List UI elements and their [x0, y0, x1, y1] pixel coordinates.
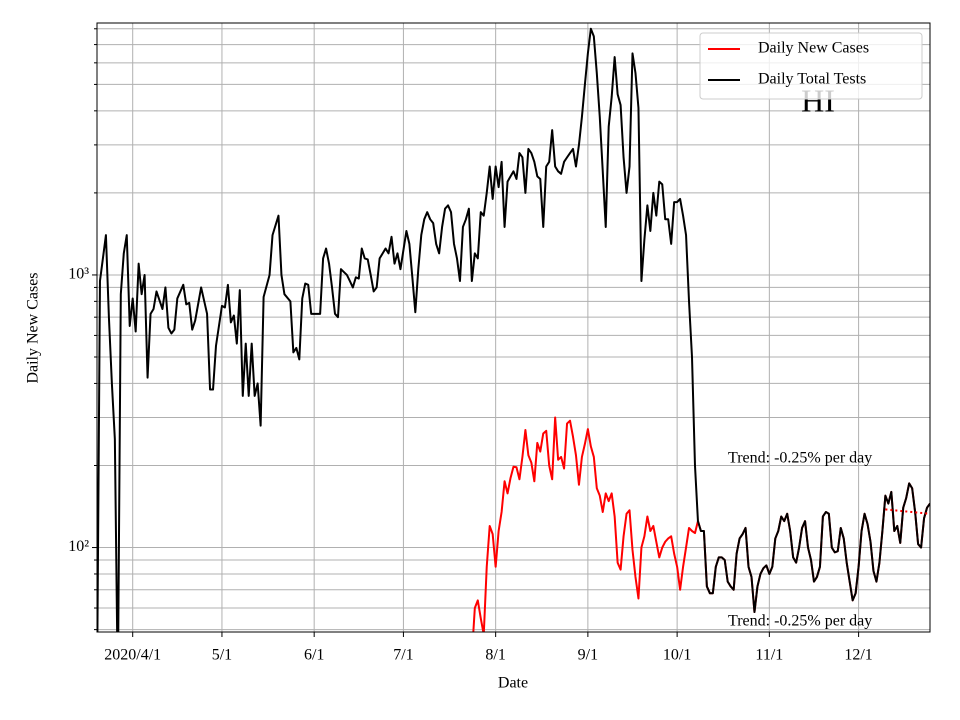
y-tick-label: 10³ [68, 266, 89, 283]
grid [97, 23, 930, 632]
x-tick-label: 8/1 [485, 647, 505, 664]
axes-frame [96, 22, 931, 633]
y-tick-label: 10² [68, 538, 89, 555]
x-tick-label: 9/1 [578, 647, 598, 664]
x-tick-label: 2020/4/1 [104, 647, 161, 664]
legend-label: Daily New Cases [758, 40, 869, 57]
annotation: Trend: -0.25% per day [728, 613, 872, 630]
x-tick-label: 7/1 [393, 647, 413, 664]
legend-label: Daily Total Tests [758, 71, 866, 88]
series-line [97, 27, 930, 632]
x-tick-label: 11/1 [755, 647, 783, 664]
x-tick-label: 5/1 [212, 647, 232, 664]
x-tick-label: 12/1 [844, 647, 872, 664]
y-axis-label: Daily New Cases [25, 272, 42, 383]
x-tick-label: 10/1 [663, 647, 691, 664]
plot-area [97, 27, 930, 632]
x-axis-label: Date [498, 675, 528, 692]
x-tick-label: 6/1 [304, 647, 324, 664]
legend-box [699, 32, 923, 100]
ticks: 2020/4/1 5/1 6/1 7/1 8/1 9/1 10/1 11/1 12/1 10² 10… [68, 28, 873, 664]
legend: Daily New Cases Daily Total Tests [699, 32, 923, 100]
annotation: Trend: -0.25% per day [728, 450, 872, 467]
